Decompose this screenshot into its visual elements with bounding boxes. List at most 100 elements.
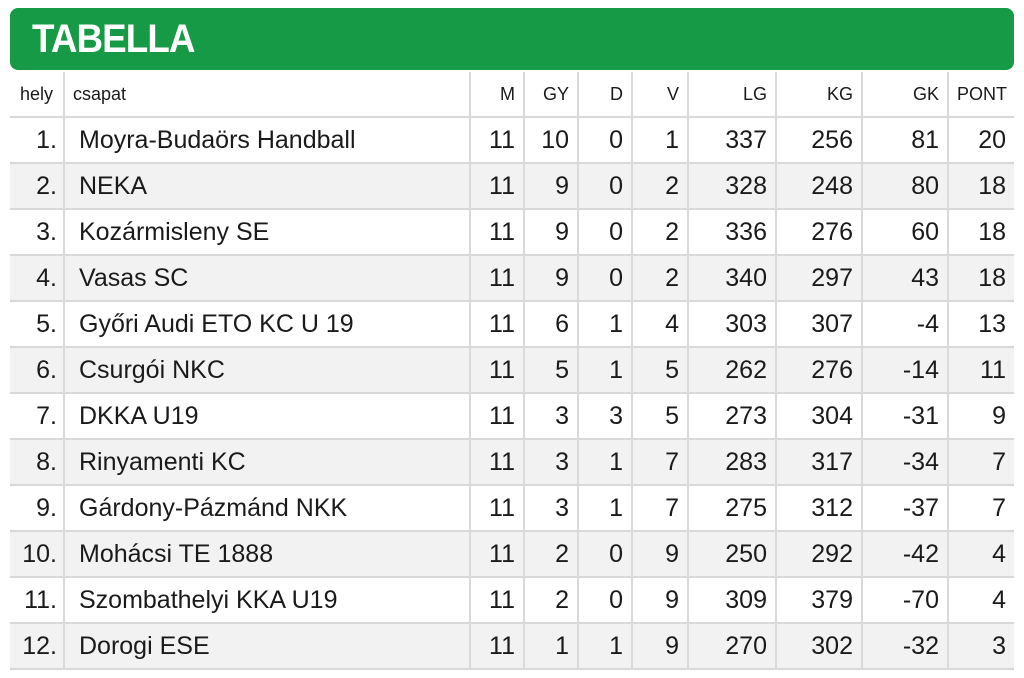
- cell-kg: 312: [775, 485, 862, 532]
- cell-pos: 3.: [10, 209, 64, 256]
- cell-pont: 11: [947, 347, 1014, 394]
- cell-lg: 328: [687, 163, 776, 210]
- cell-d: 0: [577, 531, 632, 578]
- cell-v: 9: [631, 531, 688, 578]
- header-gy: GY: [523, 72, 578, 118]
- cell-gy: 5: [523, 347, 578, 394]
- cell-team: Rinyamenti KC: [63, 439, 470, 486]
- cell-team: Kozármisleny SE: [63, 209, 470, 256]
- table-row: 4. Vasas SC 11 9 0 2 340 297 43 18: [10, 255, 1014, 302]
- cell-gk: -4: [861, 301, 948, 348]
- cell-v: 2: [631, 209, 688, 256]
- cell-d: 1: [577, 439, 632, 486]
- cell-m: 11: [469, 163, 524, 210]
- table-row: 9. Gárdony-Pázmánd NKK 11 3 1 7 275 312 -37 7: [10, 485, 1014, 532]
- cell-gk: -32: [861, 623, 948, 670]
- cell-gy: 2: [523, 531, 578, 578]
- header-kg: KG: [775, 72, 862, 118]
- cell-pos: 7.: [10, 393, 64, 440]
- cell-gy: 3: [523, 393, 578, 440]
- cell-pos: 12.: [10, 623, 64, 670]
- cell-lg: 270: [687, 623, 776, 670]
- cell-team: Gárdony-Pázmánd NKK: [63, 485, 470, 532]
- header-pos: hely: [10, 72, 64, 118]
- cell-pont: 9: [947, 393, 1014, 440]
- cell-kg: 256: [775, 117, 862, 164]
- cell-pont: 18: [947, 255, 1014, 302]
- cell-gk: -34: [861, 439, 948, 486]
- cell-v: 7: [631, 485, 688, 532]
- cell-kg: 292: [775, 531, 862, 578]
- cell-v: 5: [631, 393, 688, 440]
- table-row: 7. DKKA U19 11 3 3 5 273 304 -31 9: [10, 393, 1014, 440]
- cell-kg: 276: [775, 347, 862, 394]
- cell-pos: 8.: [10, 439, 64, 486]
- table-row: 12. Dorogi ESE 11 1 1 9 270 302 -32 3: [10, 623, 1014, 670]
- cell-m: 11: [469, 117, 524, 164]
- cell-lg: 250: [687, 531, 776, 578]
- table-row: 8. Rinyamenti KC 11 3 1 7 283 317 -34 7: [10, 439, 1014, 486]
- cell-gy: 10: [523, 117, 578, 164]
- standings-table: hely csapat M GY D V LG KG GK PONT 1. Moy…: [10, 72, 1014, 670]
- cell-m: 11: [469, 255, 524, 302]
- cell-team: Moyra-Budaörs Handball: [63, 117, 470, 164]
- title-banner: TABELLA: [10, 8, 1014, 70]
- cell-gk: -42: [861, 531, 948, 578]
- cell-pos: 1.: [10, 117, 64, 164]
- cell-m: 11: [469, 531, 524, 578]
- cell-lg: 337: [687, 117, 776, 164]
- cell-gy: 9: [523, 163, 578, 210]
- cell-d: 0: [577, 577, 632, 624]
- cell-pos: 10.: [10, 531, 64, 578]
- cell-lg: 309: [687, 577, 776, 624]
- cell-gk: -31: [861, 393, 948, 440]
- cell-lg: 336: [687, 209, 776, 256]
- cell-gy: 3: [523, 439, 578, 486]
- cell-v: 4: [631, 301, 688, 348]
- cell-kg: 302: [775, 623, 862, 670]
- cell-pont: 18: [947, 163, 1014, 210]
- header-row: hely csapat M GY D V LG KG GK PONT: [10, 72, 1014, 118]
- cell-lg: 303: [687, 301, 776, 348]
- table-row: 5. Győri Audi ETO KC U 19 11 6 1 4 303 307 -4 13: [10, 301, 1014, 348]
- cell-kg: 317: [775, 439, 862, 486]
- cell-lg: 273: [687, 393, 776, 440]
- cell-pos: 11.: [10, 577, 64, 624]
- header-d: D: [577, 72, 632, 118]
- cell-kg: 297: [775, 255, 862, 302]
- cell-team: NEKA: [63, 163, 470, 210]
- cell-gy: 6: [523, 301, 578, 348]
- cell-d: 1: [577, 623, 632, 670]
- table-row: 11. Szombathelyi KKA U19 11 2 0 9 309 379 -70 4: [10, 577, 1014, 624]
- table-row: 2. NEKA 11 9 0 2 328 248 80 18: [10, 163, 1014, 210]
- cell-gk: 60: [861, 209, 948, 256]
- cell-gk: 43: [861, 255, 948, 302]
- cell-d: 0: [577, 163, 632, 210]
- cell-gk: -14: [861, 347, 948, 394]
- table-row: 6. Csurgói NKC 11 5 1 5 262 276 -14 11: [10, 347, 1014, 394]
- cell-gy: 2: [523, 577, 578, 624]
- cell-m: 11: [469, 485, 524, 532]
- cell-d: 1: [577, 301, 632, 348]
- cell-kg: 307: [775, 301, 862, 348]
- cell-gk: -70: [861, 577, 948, 624]
- cell-team: Szombathelyi KKA U19: [63, 577, 470, 624]
- cell-d: 1: [577, 485, 632, 532]
- cell-pont: 13: [947, 301, 1014, 348]
- cell-m: 11: [469, 393, 524, 440]
- table-row: 3. Kozármisleny SE 11 9 0 2 336 276 60 18: [10, 209, 1014, 256]
- cell-gy: 3: [523, 485, 578, 532]
- cell-pos: 4.: [10, 255, 64, 302]
- header-m: M: [469, 72, 524, 118]
- cell-pont: 7: [947, 439, 1014, 486]
- cell-team: Csurgói NKC: [63, 347, 470, 394]
- cell-d: 0: [577, 117, 632, 164]
- cell-gy: 9: [523, 255, 578, 302]
- cell-m: 11: [469, 209, 524, 256]
- cell-m: 11: [469, 439, 524, 486]
- header-gk: GK: [861, 72, 948, 118]
- cell-pos: 6.: [10, 347, 64, 394]
- cell-v: 7: [631, 439, 688, 486]
- cell-pont: 4: [947, 531, 1014, 578]
- cell-pos: 2.: [10, 163, 64, 210]
